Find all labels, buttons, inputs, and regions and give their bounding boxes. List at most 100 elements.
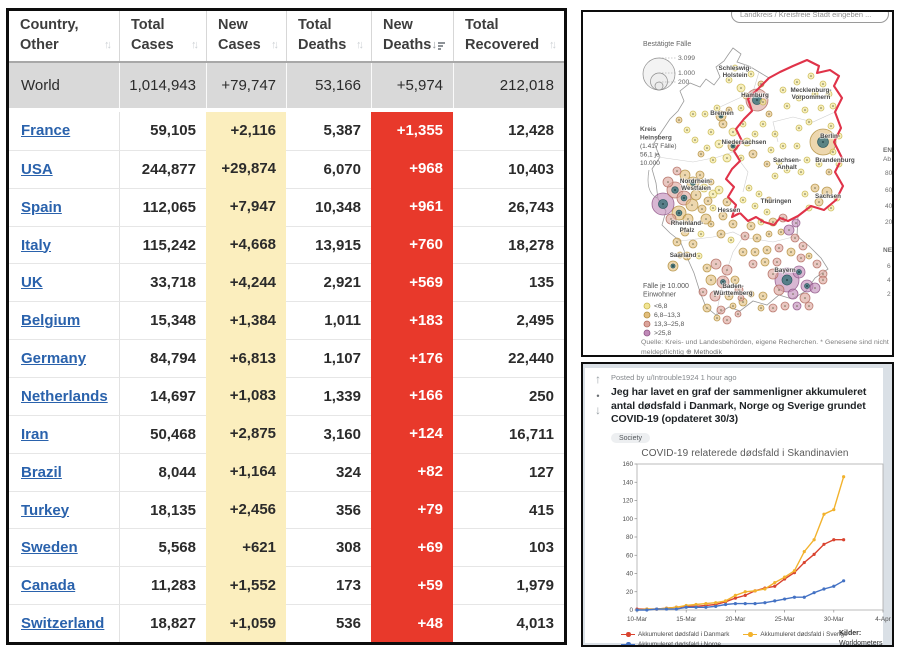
svg-text:60: 60	[885, 187, 892, 194]
country-link-italy[interactable]: Italy	[21, 236, 52, 254]
svg-text:6,8–13,3: 6,8–13,3	[654, 312, 681, 319]
post-title[interactable]: Jeg har lavet en graf der sammenligner a…	[611, 386, 867, 426]
header-line1: Total	[465, 17, 499, 34]
table-row-france: France 59,105 +2,116 5,387 +1,355 12,428	[9, 112, 564, 150]
country-link-france[interactable]: France	[21, 122, 71, 140]
tr-value: 135	[453, 263, 564, 301]
td-value: 2,921	[286, 263, 371, 301]
nd-value: +166	[371, 377, 453, 415]
state-label-schleswigholstein: Schleswig-Holstein	[719, 65, 752, 79]
tc-value: 244,877	[119, 149, 206, 188]
state-label-sachsenanhalt: Sachsen-Anhalt	[773, 157, 801, 171]
svg-text:100: 100	[622, 516, 633, 523]
sort-icon[interactable]: ↑↓	[356, 39, 364, 52]
country-link-belgium[interactable]: Belgium	[21, 312, 81, 330]
svg-text:200: 200	[678, 79, 690, 86]
state-label-berlin: Berlin	[820, 133, 838, 140]
header-line2: Deaths	[383, 37, 432, 53]
tr-value: 2,495	[453, 301, 564, 339]
posted-by-line: Posted by u/Introuble1924 1 hour ago	[611, 373, 737, 382]
methodik-link[interactable]: ⊕ Methodik	[685, 349, 723, 356]
table-row-usa: USA 244,877 +29,874 6,070 +968 10,403	[9, 149, 564, 188]
nc-value: +1,384	[206, 301, 286, 340]
sort-icon[interactable]: ↑↓	[271, 39, 279, 52]
nc-value: +2,875	[206, 414, 286, 453]
column-header-cases[interactable]: Total Cases ↑↓	[119, 11, 206, 61]
nc-value: +29,874	[206, 149, 286, 188]
header-line2: Cases	[131, 37, 174, 53]
country-link-turkey[interactable]: Turkey	[21, 501, 70, 519]
svg-text:4: 4	[887, 277, 891, 284]
table-row-italy: Italy 115,242 +4,668 13,915 +760 18,278	[9, 225, 564, 264]
td-value: 1,107	[286, 339, 371, 377]
tc-value: 115,242	[119, 225, 206, 264]
svg-text:120: 120	[622, 497, 633, 504]
svg-text:Bestätigte Fälle: Bestätigte Fälle	[643, 41, 691, 48]
svg-text:>25,8: >25,8	[654, 330, 671, 337]
column-header-cases[interactable]: New Cases ↑↓	[206, 11, 286, 61]
svg-text:ENT: ENT	[883, 147, 892, 154]
nc-value: +1,083	[206, 377, 286, 415]
covid-stats-table-panel: Country, Other ↑↓ Total Cases ↑↓ New Cases ↑↓ Tot…	[6, 8, 567, 645]
column-header-deaths[interactable]: New Deaths ↓	[371, 11, 453, 61]
chart-sources: Kilder:WorldometersStatens Serum Institu…	[839, 629, 882, 645]
svg-text:10.000: 10.000	[640, 160, 660, 167]
sort-icon[interactable]: ↑↓	[549, 39, 557, 52]
sort-icon[interactable]: ↑↓	[104, 39, 112, 52]
header-line1: New	[218, 17, 248, 34]
header-line2: Deaths	[298, 37, 347, 53]
country-link-canada[interactable]: Canada	[21, 577, 76, 595]
svg-text:Kreis: Kreis	[640, 126, 657, 133]
column-header-deaths[interactable]: Total Deaths ↑↓	[286, 11, 371, 61]
table-header-row: Country, Other ↑↓ Total Cases ↑↓ New Cases ↑↓ Tot…	[9, 11, 564, 63]
country-link-sweden[interactable]: Sweden	[21, 539, 78, 557]
tr-value: 26,743	[453, 187, 564, 226]
td-value: 13,915	[286, 225, 371, 264]
table-row-iran: Iran 50,468 +2,875 3,160 +124 16,711	[9, 414, 564, 453]
nd-value: +5,974	[371, 63, 453, 108]
column-header-recovered[interactable]: Total Recovered ↑↓	[453, 11, 564, 61]
country-link-usa[interactable]: USA	[21, 160, 53, 178]
svg-text:40: 40	[885, 203, 892, 210]
td-value: 1,011	[286, 301, 371, 339]
country-link-switzerland[interactable]: Switzerland	[21, 615, 105, 633]
legend-item-1: Akkumuleret dødsfald i Sverige	[743, 631, 848, 638]
td-value: 1,339	[286, 377, 371, 415]
nd-value: +183	[371, 301, 453, 340]
nc-value: +79,747	[206, 63, 286, 108]
table-row-spain: Spain 112,065 +7,947 10,348 +961 26,743	[9, 187, 564, 226]
post-flair-society[interactable]: Society	[611, 433, 650, 444]
tc-value: 1,014,943	[119, 63, 206, 108]
downvote-button[interactable]: ↓	[595, 403, 601, 417]
td-value: 324	[286, 452, 371, 491]
east-germany-border-line	[724, 58, 845, 227]
sort-icon[interactable]: ↑↓	[191, 39, 199, 52]
tr-value: 4,013	[453, 604, 564, 642]
vote-column: ↑ • ↓	[588, 373, 608, 417]
upvote-button[interactable]: ↑	[595, 372, 601, 386]
reddit-post-panel: ↑ • ↓ Posted by u/Introuble1924 1 hour a…	[581, 362, 894, 647]
svg-text:2: 2	[887, 291, 891, 298]
country-link-spain[interactable]: Spain	[21, 198, 62, 216]
td-value: 173	[286, 566, 371, 604]
country-link-germany[interactable]: Germany	[21, 350, 87, 368]
state-labels: Schleswig-Holstein Hamburg Bremen Mecklenbu…	[669, 64, 856, 298]
country-link-brazil[interactable]: Brazil	[21, 463, 62, 481]
country-link-iran[interactable]: Iran	[21, 425, 49, 443]
svg-text:80: 80	[885, 170, 892, 177]
table-row-uk: UK 33,718 +4,244 2,921 +569 135	[9, 263, 564, 302]
svg-text:0: 0	[629, 607, 633, 614]
svg-text:20: 20	[885, 219, 892, 226]
sort-desc-icon[interactable]: ↓	[432, 38, 445, 53]
nc-value: +2,456	[206, 490, 286, 529]
svg-text:10-Mar: 10-Mar	[627, 616, 647, 623]
svg-text:1.000: 1.000	[678, 70, 695, 77]
table-row-netherlands: Netherlands 14,697 +1,083 1,339 +166 250	[9, 377, 564, 415]
nc-value: +4,668	[206, 225, 286, 264]
svg-text:60: 60	[626, 552, 634, 559]
td-value: 356	[286, 490, 371, 529]
district-search-input[interactable]	[731, 12, 889, 23]
country-link-netherlands[interactable]: Netherlands	[21, 387, 108, 405]
column-header-other[interactable]: Country, Other ↑↓	[9, 11, 119, 61]
country-link-uk[interactable]: UK	[21, 274, 43, 292]
